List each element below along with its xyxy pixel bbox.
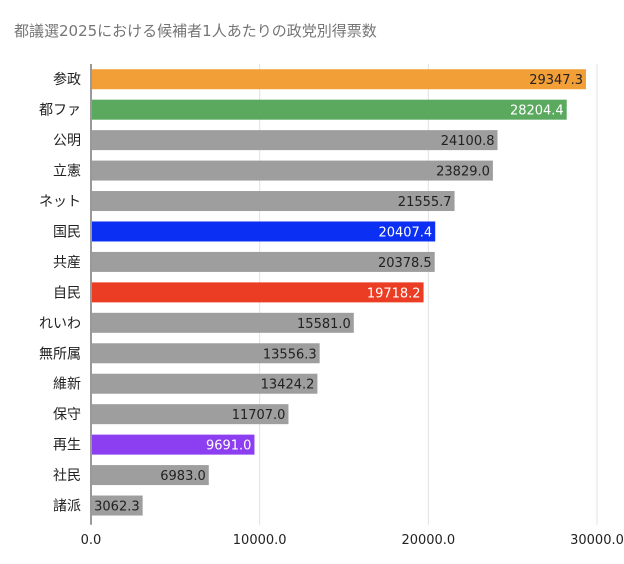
value-label: 3062.3 (94, 500, 140, 515)
x-tick-label: 30000.0 (570, 533, 624, 548)
bar (92, 434, 255, 455)
value-label: 21555.7 (398, 195, 452, 210)
value-label: 15581.0 (297, 317, 351, 332)
bars (92, 69, 586, 516)
category-label: 国民 (53, 224, 81, 240)
bar (92, 282, 424, 303)
category-label: 維新 (53, 377, 81, 393)
category-label: 公明 (53, 133, 81, 149)
bar (92, 130, 498, 151)
category-label: 立憲 (53, 163, 81, 180)
bar (92, 495, 143, 516)
x-tick-label: 20000.0 (401, 533, 455, 548)
bar (92, 404, 289, 425)
x-tick-label: 0.0 (81, 533, 102, 548)
bar (92, 251, 435, 272)
category-label: れいわ (39, 316, 81, 332)
category-label: 保守 (53, 407, 81, 423)
category-label: 社民 (53, 468, 81, 484)
category-label: 都ファ (39, 103, 81, 119)
category-label: 共産 (53, 255, 81, 271)
value-label: 13556.3 (263, 347, 317, 362)
value-label: 24100.8 (441, 134, 495, 149)
category-label: 無所属 (39, 346, 81, 362)
value-label: 11707.0 (232, 408, 286, 423)
bar (92, 465, 209, 486)
category-label: 自民 (53, 285, 81, 301)
value-label: 13424.2 (261, 378, 315, 393)
x-tick-label: 10000.0 (233, 533, 287, 548)
value-label: 28204.4 (510, 104, 564, 119)
value-label: 9691.0 (206, 439, 252, 454)
value-label: 29347.3 (529, 73, 583, 88)
bar (92, 69, 586, 90)
labels: 0.0 10000.0 20000.0 30000.0 参政 29347.3 都ファ 2820… (39, 71, 624, 548)
bar (92, 373, 318, 394)
bar (92, 160, 493, 181)
bar (92, 191, 455, 212)
chart-title: 都議選2025における候補者1人あたりの政党別得票数 (14, 22, 377, 40)
bar (92, 343, 320, 364)
category-label: 再生 (53, 438, 81, 454)
value-label: 20407.4 (378, 225, 432, 240)
value-label: 6983.0 (160, 469, 206, 484)
bar (92, 99, 567, 120)
value-label: 19718.2 (367, 286, 421, 301)
category-label: 参政 (53, 71, 81, 88)
category-label: ネット (39, 194, 81, 210)
bar (92, 221, 436, 242)
value-label: 20378.5 (378, 256, 432, 271)
bar (92, 312, 354, 333)
category-label: 諸派 (53, 499, 81, 515)
value-label: 23829.0 (436, 165, 490, 180)
